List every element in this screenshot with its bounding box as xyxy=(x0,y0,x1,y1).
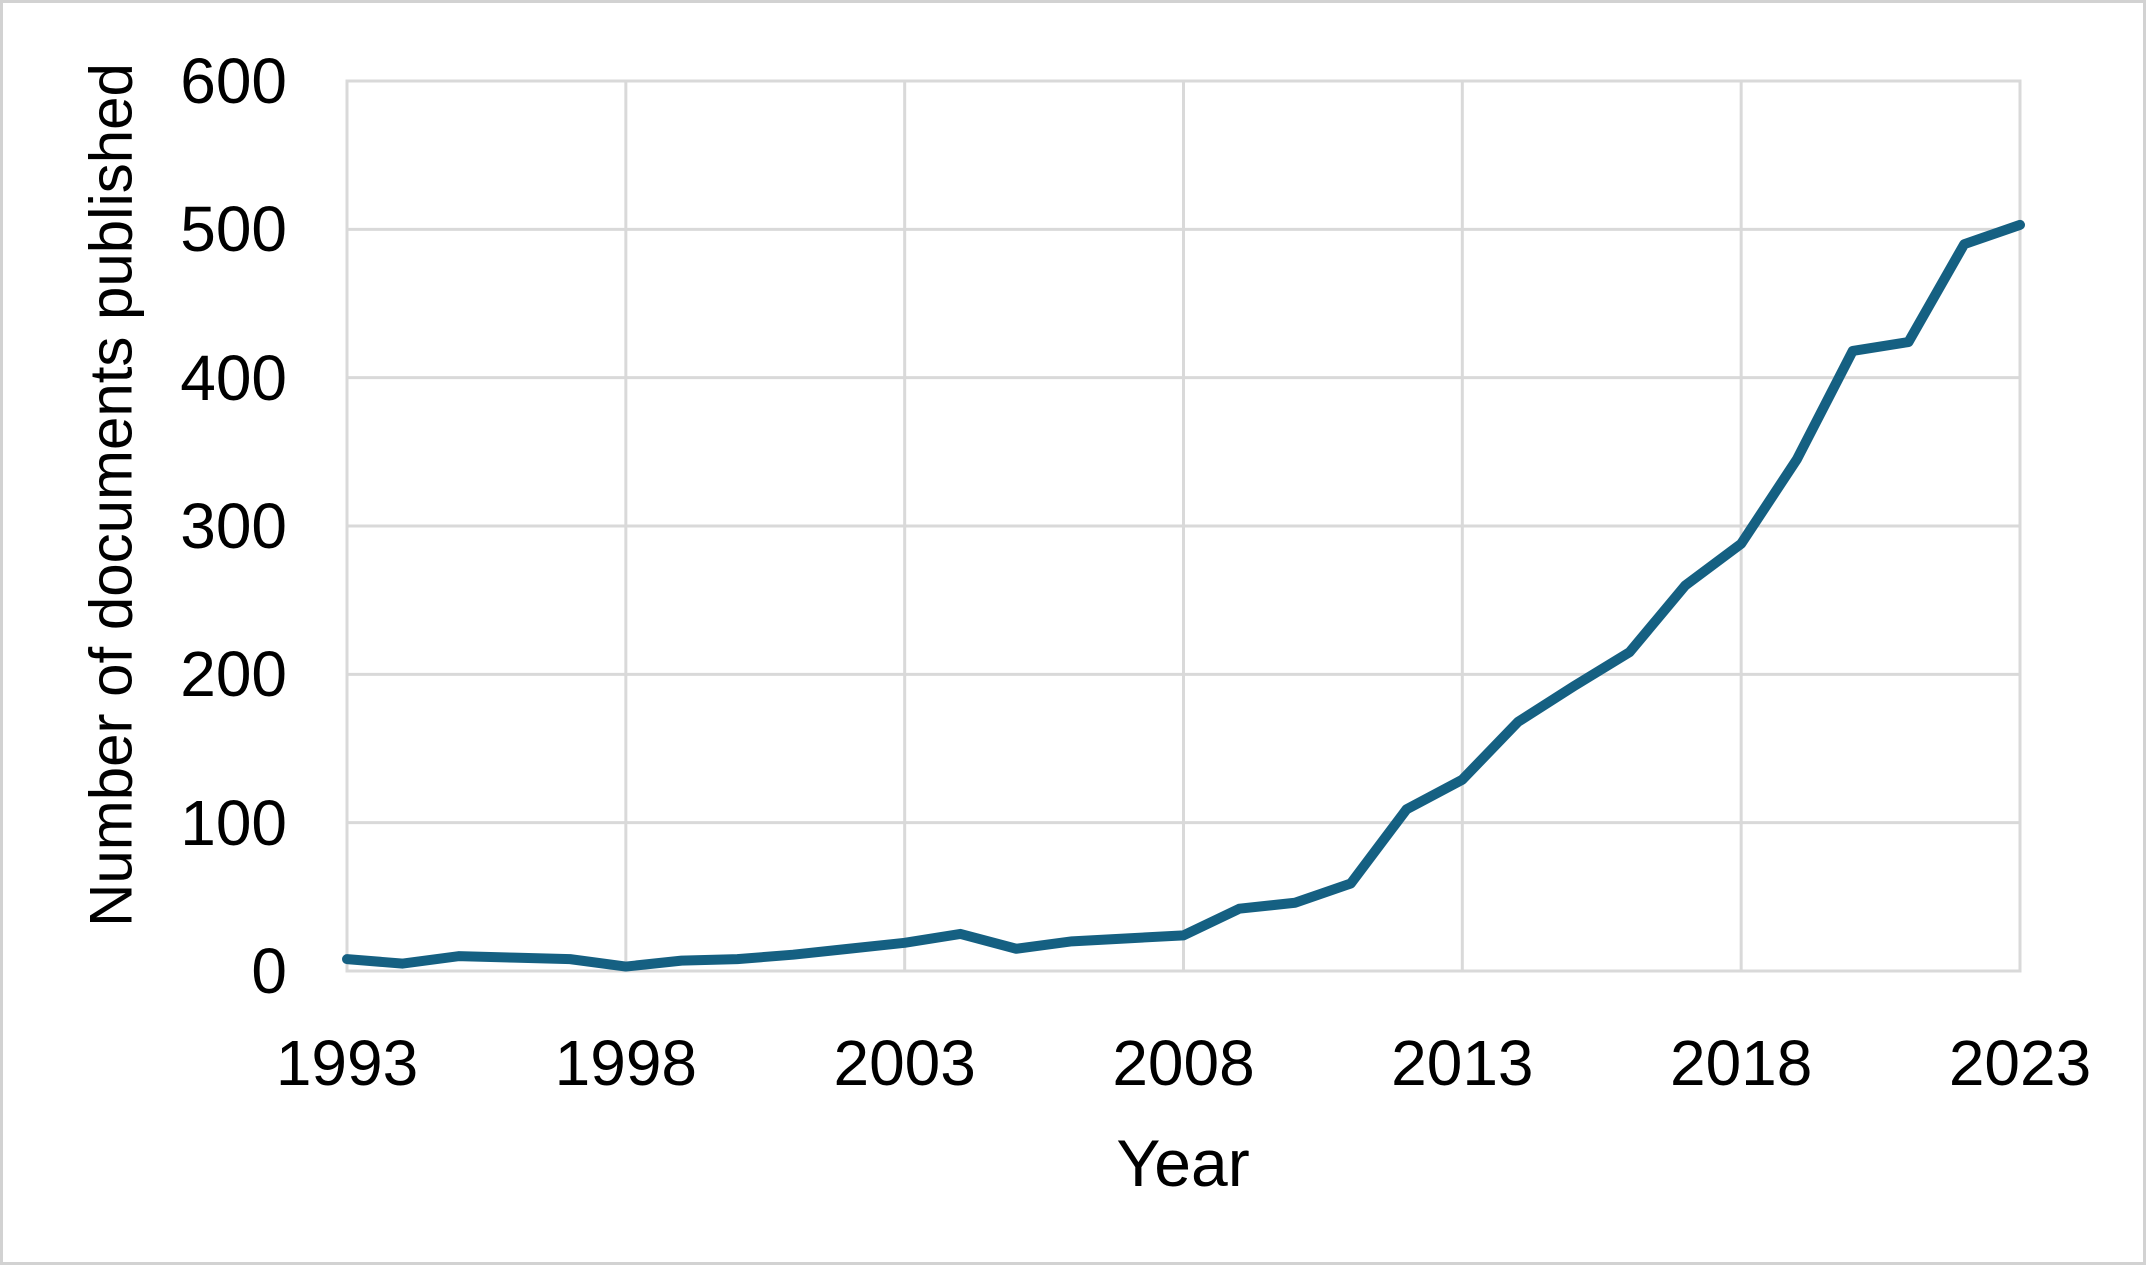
y-tick-label: 400 xyxy=(180,341,287,414)
y-tick-label: 300 xyxy=(180,490,287,562)
y-tick-label: 600 xyxy=(180,45,287,117)
x-tick-label: 2018 xyxy=(1669,1027,1813,1099)
y-tick-label: 0 xyxy=(251,935,287,1007)
x-tick-label: 2003 xyxy=(833,1027,976,1099)
y-tick-label: 200 xyxy=(180,638,287,711)
y-tick-label: 500 xyxy=(180,193,287,266)
plot-area xyxy=(342,79,2025,973)
plot-border xyxy=(345,79,2022,973)
y-tick-label: 100 xyxy=(180,786,287,859)
x-tick-label: 1998 xyxy=(554,1027,698,1099)
x-tick-label: 1993 xyxy=(275,1027,419,1099)
x-axis-title: Year xyxy=(1116,1126,1250,1200)
x-tick-label: 2008 xyxy=(1112,1027,1255,1099)
data-line-series xyxy=(342,219,2025,972)
x-tick-label: 2013 xyxy=(1391,1027,1534,1099)
x-tick-label: 2023 xyxy=(1948,1027,2092,1099)
